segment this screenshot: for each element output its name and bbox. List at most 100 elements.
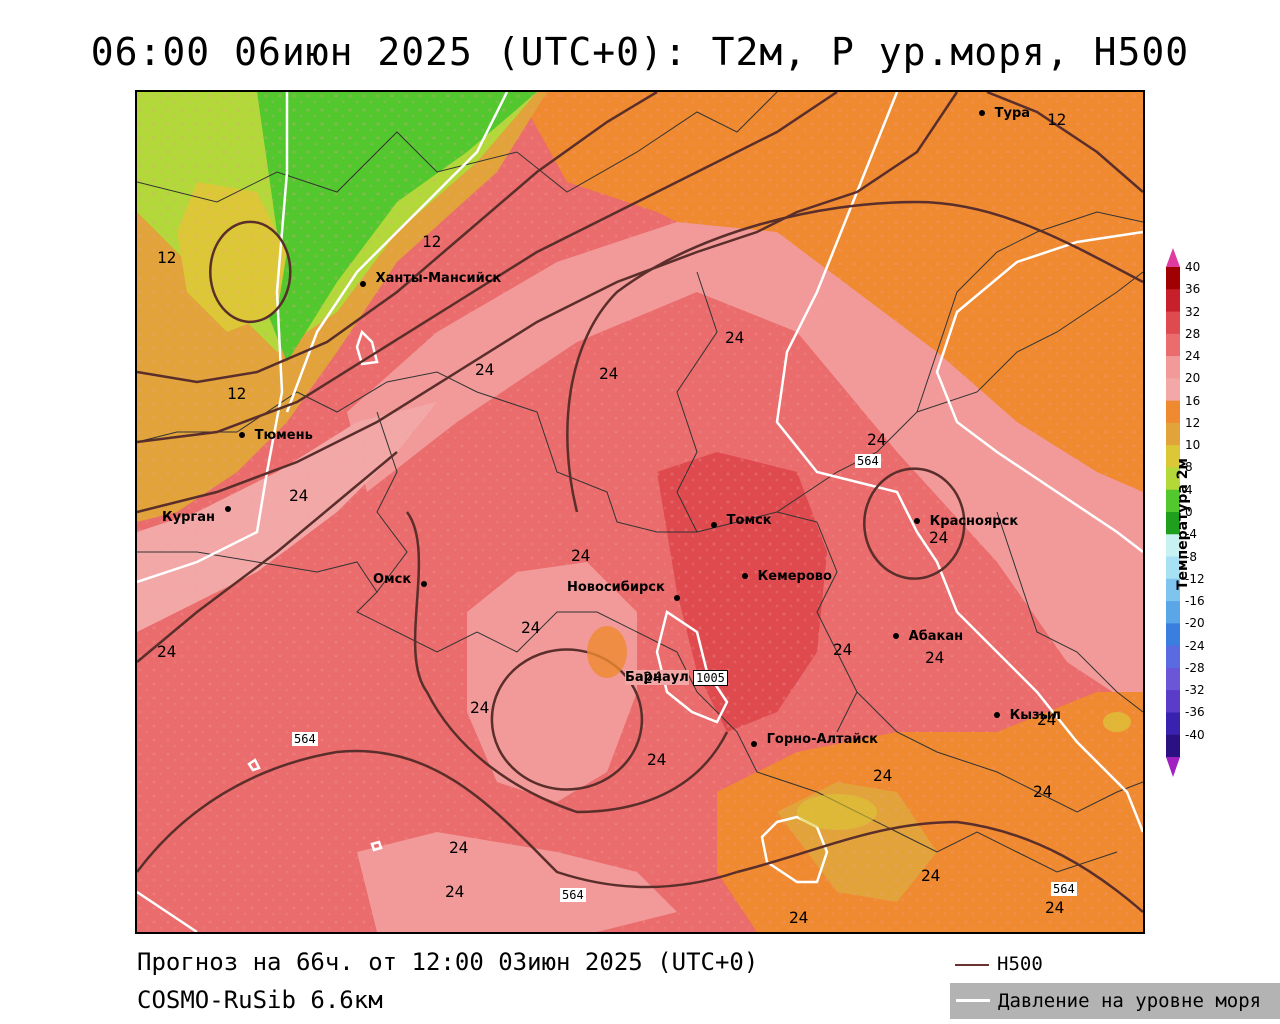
colorbar-top-arrow [1166, 248, 1180, 267]
city-barnaul[interactable]: Барнаул [625, 666, 705, 685]
temperature-colorbar [1160, 245, 1240, 785]
colorbar-swatch [1166, 601, 1180, 624]
h500-label: 564 [292, 732, 318, 746]
city-marker-icon [360, 281, 366, 287]
city-label: Кызыл [1009, 708, 1061, 723]
pressure-isobars [137, 92, 1143, 932]
legend-h500: H500 [955, 953, 1043, 975]
isotherm-label: 24 [925, 648, 945, 667]
colorbar-tick-label: -24 [1185, 638, 1205, 653]
colorbar-tick-label: -8 [1185, 549, 1197, 564]
isotherm-label: 24 [157, 642, 177, 661]
h500-line-swatch [955, 963, 989, 966]
colorbar-swatch [1166, 578, 1180, 602]
colorbar-swatch [1166, 645, 1180, 669]
isotherm-label: 24 [599, 364, 619, 383]
colorbar-swatch [1166, 378, 1180, 402]
pressure-line-swatch [956, 999, 990, 1002]
city-label: Абакан [908, 629, 964, 644]
colorbar-tick-label: -28 [1185, 660, 1205, 675]
colorbar-tick-label: -36 [1185, 705, 1205, 720]
city-label: Новосибирск [567, 580, 665, 595]
colorbar-swatch [1166, 356, 1180, 379]
colorbar-swatch [1166, 623, 1180, 647]
colorbar-bottom-arrow [1166, 757, 1180, 777]
colorbar-svg [1166, 248, 1180, 777]
legend-h500-label: H500 [997, 953, 1043, 975]
colorbar-tick-label: -20 [1185, 616, 1205, 631]
colorbar-swatch [1166, 489, 1180, 513]
isotherm-label: 24 [1045, 898, 1065, 917]
city-marker-icon [420, 581, 427, 587]
isotherm-label: 24 [445, 882, 465, 901]
colorbar-tick-label: 36 [1185, 282, 1201, 297]
isotherm-label: 24 [929, 528, 949, 547]
city-marker-icon [742, 572, 748, 579]
city-novosibirsk[interactable]: Новосибирск [567, 576, 681, 601]
colorbar-swatch [1166, 289, 1180, 313]
colorbar-tick-label: 32 [1185, 304, 1201, 319]
city-label: Горно-Алтайск [766, 732, 878, 747]
colorbar-tick-label: 8 [1185, 460, 1193, 475]
map-canvas [137, 92, 1143, 932]
isotherm-label: 24 [643, 668, 663, 687]
colorbar-tick-label: 16 [1185, 393, 1201, 408]
colorbar-tick-label: 40 [1185, 260, 1201, 274]
isotherm-label: 24 [1033, 782, 1053, 801]
city-khanty-mansiysk[interactable]: Ханты-Мансийск [360, 267, 501, 287]
legend-pressure: Давление на уровне моря [950, 983, 1280, 1019]
city-marker-icon [224, 506, 231, 512]
colorbar-swatch [1166, 467, 1180, 491]
colorbar-tick-label: -32 [1185, 683, 1205, 698]
city-label: Тюмень [254, 428, 313, 443]
isotherm-label: 24 [470, 698, 490, 717]
city-tomsk[interactable]: Томск [711, 509, 772, 528]
city-abakan[interactable]: Абакан [893, 625, 963, 644]
city-kemerovo[interactable]: Кемерово [742, 565, 832, 584]
city-label: Курган [162, 510, 215, 525]
forecast-map[interactable]: Тура Ханты-Мансийск Тюмень Курган Омск Т… [135, 90, 1145, 934]
isotherm-label: 12 [1047, 110, 1067, 129]
isotherm-label: 24 [873, 766, 893, 785]
pressure-label: 1005 [693, 670, 728, 686]
city-label: Барнаул [625, 670, 689, 685]
city-tura[interactable]: Тура [979, 102, 1030, 121]
city-marker-icon [239, 431, 245, 438]
isotherm-label: 24 [289, 486, 309, 505]
city-omsk[interactable]: Омск [373, 568, 427, 587]
map-title: 06:00 06июн 2025 (UTC+0): T2м, P ур.моря… [90, 30, 1190, 74]
city-label: Ханты-Мансийск [375, 271, 502, 286]
isotherm-label: 24 [833, 640, 853, 659]
city-marker-icon [674, 595, 681, 601]
city-label: Омск [373, 572, 412, 587]
colorbar-swatch [1166, 690, 1180, 713]
city-label: Кемерово [757, 569, 832, 584]
colorbar-swatch [1166, 400, 1180, 424]
isotherm-label: 24 [725, 328, 745, 347]
city-kyzyl[interactable]: Кызыл [994, 704, 1061, 723]
colorbar-swatch [1166, 333, 1180, 357]
city-tyumen[interactable]: Тюмень [239, 424, 313, 443]
colorbar-swatch [1166, 667, 1180, 691]
city-krasnoyarsk[interactable]: Красноярск [914, 510, 1018, 529]
isotherm-label: 24 [449, 838, 469, 857]
colorbar-tick-label: 24 [1185, 349, 1201, 364]
isotherm-label: 24 [789, 908, 809, 927]
isotherm-label: 12 [227, 384, 247, 403]
colorbar-tick-label: 20 [1185, 371, 1201, 386]
city-gorno-altaysk[interactable]: Горно-Алтайск [751, 728, 878, 747]
colorbar-tick-label: -40 [1185, 727, 1205, 742]
isotherm-label: 12 [157, 248, 177, 267]
city-kurgan[interactable]: Курган [162, 506, 231, 525]
colorbar-tick-label: -4 [1185, 527, 1197, 542]
forecast-info: Прогноз на 66ч. от 12:00 03июн 2025 (UTC… [137, 948, 759, 976]
city-label: Томск [726, 513, 772, 528]
texture [137, 92, 1143, 932]
city-label: Красноярск [929, 514, 1019, 529]
colorbar-title: Температура 2м [1175, 458, 1191, 590]
city-marker-icon [751, 741, 757, 747]
city-marker-icon [994, 711, 1000, 718]
city-marker-icon [893, 632, 899, 639]
colorbar-swatch [1166, 311, 1180, 335]
colorbar-tick-label: -12 [1185, 571, 1205, 586]
